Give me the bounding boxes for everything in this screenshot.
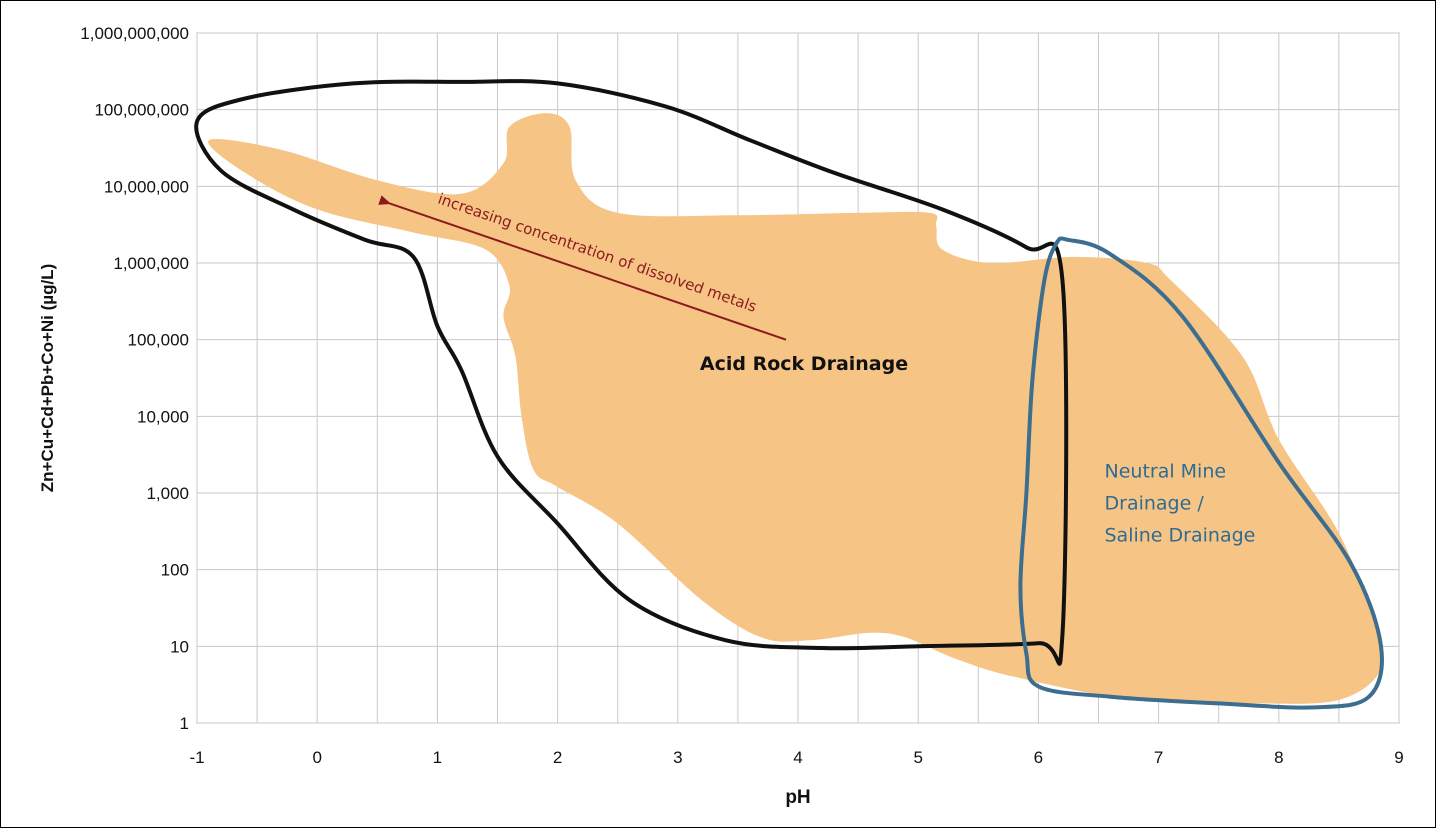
- neutral-label-line: Saline Drainage: [1105, 524, 1256, 546]
- y-tick-label: 10,000,000: [104, 177, 189, 196]
- y-axis-title: Zn+Cu+Cd+Pb+Co+Ni (µg/L): [38, 264, 57, 492]
- x-tick-label: 6: [1034, 748, 1043, 767]
- y-tick-label: 100: [161, 561, 189, 580]
- observed-data-envelope: [208, 113, 1384, 704]
- x-tick-label: 5: [913, 748, 922, 767]
- x-tick-label: 4: [793, 748, 802, 767]
- neutral-drainage-label: Neutral Mine Drainage / Saline Drainage: [1105, 460, 1256, 546]
- y-tick-label: 100,000,000: [94, 101, 189, 120]
- neutral-label-line: Neutral Mine: [1105, 460, 1227, 482]
- x-tick-label: 8: [1274, 748, 1283, 767]
- x-tick-label: 7: [1154, 748, 1163, 767]
- x-tick-label: 2: [553, 748, 562, 767]
- region-outline-layer: [194, 79, 1384, 710]
- acid-rock-drainage-outline: [194, 79, 1069, 666]
- y-tick-label: 1,000: [146, 484, 189, 503]
- data-envelope-layer: [208, 113, 1384, 704]
- x-axis-title: pH: [785, 787, 810, 808]
- neutral-label-line: Drainage /: [1105, 492, 1205, 514]
- y-tick-label: 10: [170, 637, 189, 656]
- y-tick-label: 1,000,000: [113, 254, 189, 273]
- y-tick-labels: 1 10 100 1,000 10,000 100,000 1,000,000 10,000,…: [80, 24, 189, 733]
- x-tick-label: 9: [1394, 748, 1403, 767]
- x-tick-label: -1: [189, 748, 204, 767]
- y-tick-label: 1: [180, 714, 189, 733]
- y-tick-label: 10,000: [137, 407, 189, 426]
- y-tick-label: 1,000,000,000: [80, 24, 189, 43]
- neutral-mine-drainage-outline: [1018, 236, 1384, 710]
- concentration-arrow: [378, 195, 787, 341]
- x-tick-label: 3: [673, 748, 682, 767]
- acid-rock-drainage-label: Acid Rock Drainage: [700, 353, 908, 375]
- y-tick-label: 100,000: [128, 331, 189, 350]
- x-tick-label: 1: [433, 748, 442, 767]
- x-tick-labels: -1 0 1 2 3 4 5 6 7 8 9: [189, 748, 1403, 767]
- x-tick-label: 0: [312, 748, 321, 767]
